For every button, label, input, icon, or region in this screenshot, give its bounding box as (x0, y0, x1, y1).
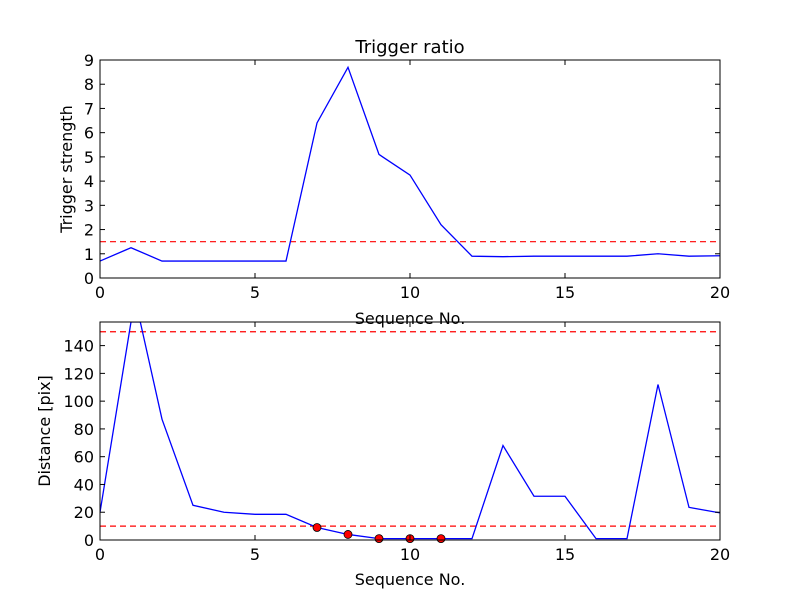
y-tick-label: 7 (84, 99, 94, 118)
plot1-clipped-area (100, 65, 720, 262)
chart-title: Trigger ratio (354, 37, 464, 58)
y-tick-label: 5 (84, 148, 94, 167)
y-tick-label: 20 (74, 503, 94, 522)
y-tick-label: 3 (84, 196, 94, 215)
y-tick-label: 1 (84, 245, 94, 264)
plot1-data-layer (100, 65, 720, 262)
plot2-data-layer (100, 322, 720, 544)
plot1-y-axis-label: Trigger strength (57, 105, 76, 234)
y-tick-label: 100 (63, 392, 94, 411)
data-point-marker (312, 523, 322, 532)
y-tick-label: 4 (84, 172, 94, 191)
y-tick-label: 0 (84, 269, 94, 288)
y-tick-label: 8 (84, 75, 94, 94)
x-tick-label: 0 (95, 545, 105, 564)
y-tick-label: 80 (74, 420, 94, 439)
data-point-marker (374, 534, 384, 544)
x-tick-label: 15 (555, 545, 575, 564)
x-tick-label: 5 (250, 283, 260, 302)
plot2-y-axis-label: Distance [pix] (35, 375, 54, 487)
y-tick-label: 120 (63, 364, 94, 383)
x-tick-label: 20 (710, 545, 730, 564)
plot2-clipped-area (100, 322, 720, 540)
x-tick-label: 15 (555, 283, 575, 302)
plot1-x-axis-label: Sequence No. (355, 309, 466, 328)
x-tick-label: 20 (710, 283, 730, 302)
data-point-marker (343, 530, 353, 539)
x-tick-label: 10 (400, 545, 420, 564)
x-tick-label: 10 (400, 283, 420, 302)
plot1-axes-frame (99, 59, 721, 279)
y-tick-label: 60 (74, 448, 94, 467)
y-tick-label: 2 (84, 221, 94, 240)
series-line-1 (100, 65, 720, 262)
series-line-1 (100, 322, 720, 540)
plot2-axes-frame (99, 321, 721, 541)
plot2-ticks: 0 5 10 15 20 0 20 40 60 80 100 120 140 (63, 322, 730, 564)
x-tick-label: 5 (250, 545, 260, 564)
y-tick-label: 0 (84, 531, 94, 550)
y-tick-label: 40 (74, 475, 94, 494)
x-tick-label: 0 (95, 283, 105, 302)
y-tick-label: 6 (84, 124, 94, 143)
plot2-x-axis-label: Sequence No. (355, 570, 466, 589)
data-point-marker (436, 534, 446, 544)
y-tick-label: 140 (63, 337, 94, 356)
y-tick-label: 9 (84, 51, 94, 70)
